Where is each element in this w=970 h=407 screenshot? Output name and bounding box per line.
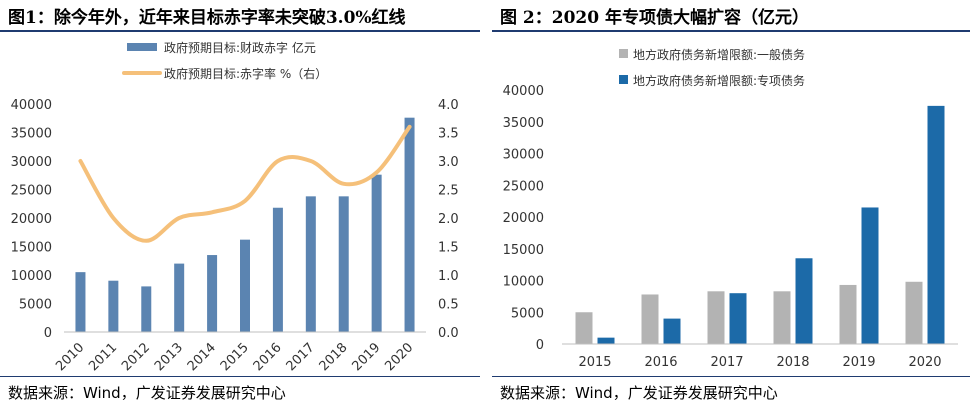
left-y-tick-label: 30000: [11, 155, 52, 170]
right-y-tick-label: 0.0: [438, 326, 459, 341]
legend-swatch-special-debt: [619, 75, 628, 84]
general-debt-bar: [707, 291, 725, 344]
right-chart-source: 数据来源：Wind，广发证券发展研究中心: [500, 384, 778, 402]
deficit-bar: [371, 174, 382, 332]
deficit-bar: [240, 239, 250, 332]
special-debt-bar: [795, 258, 813, 344]
deficit-bar: [75, 272, 86, 332]
x-tick-label: 2012: [119, 340, 153, 374]
left-y-tick-label: 10000: [11, 269, 52, 284]
y-tick-label: 15000: [503, 243, 544, 258]
x-tick-label: 2018: [776, 355, 809, 370]
right-y-tick-label: 1.5: [438, 241, 459, 256]
x-tick-label: 2015: [578, 355, 611, 370]
x-tick-label: 2016: [644, 355, 677, 370]
deficit-bar: [404, 117, 415, 333]
general-debt-bar: [575, 312, 593, 344]
right-y-tick-label: 3.5: [438, 127, 459, 142]
right-y-tick-label: 0.5: [438, 298, 459, 313]
right-y-tick-label: 4.0: [438, 98, 459, 113]
general-debt-bar: [905, 281, 923, 344]
x-tick-label: 2017: [710, 355, 743, 370]
left-y-tick-label: 0: [44, 326, 52, 341]
left-y-tick-label: 40000: [11, 98, 52, 113]
right-y-tick-label: 3.0: [438, 155, 459, 170]
deficit-bar: [141, 286, 152, 332]
left-source-divider: [0, 376, 480, 377]
right-chart-panel: 图 2：2020 年专项债大幅扩容（亿元） 地方政府债务新增限额:一般债务 地方政…: [492, 0, 970, 407]
special-debt-bar: [729, 293, 747, 344]
x-tick-label: 2019: [842, 355, 875, 370]
legend-label-deficit: 政府预期目标:财政赤字 亿元: [164, 40, 316, 55]
legend-swatch-general-debt: [619, 49, 628, 58]
y-tick-label: 0: [536, 338, 544, 353]
deficit-bar: [272, 207, 283, 332]
y-tick-label: 35000: [503, 116, 544, 131]
x-tick-label: 2013: [152, 340, 186, 374]
right-source-divider: [492, 376, 970, 377]
x-tick-label: 2014: [185, 340, 219, 374]
x-tick-label: 2015: [218, 340, 252, 374]
deficit-bar: [108, 280, 119, 332]
special-debt-bar: [663, 318, 681, 344]
right-title-divider: [492, 30, 970, 32]
legend-label-deficit-ratio: 政府预期目标:赤字率 %（右）: [164, 66, 327, 81]
deficit-bar: [338, 196, 349, 332]
general-debt-bar: [839, 284, 857, 344]
right-y-tick-label: 2.5: [438, 184, 459, 199]
special-debt-bar: [927, 105, 945, 344]
left-y-tick-label: 35000: [11, 127, 52, 142]
deficit-bar: [207, 255, 218, 332]
x-tick-label: 2019: [349, 340, 383, 374]
x-tick-label: 2010: [53, 340, 87, 374]
left-chart-source: 数据来源：Wind，广发证券发展研究中心: [8, 384, 286, 402]
legend-label-general-debt: 地方政府债务新增限额:一般债务: [633, 47, 805, 62]
y-tick-label: 40000: [503, 84, 544, 99]
right-y-tick-label: 1.0: [438, 269, 459, 284]
x-tick-label: 2017: [284, 340, 318, 374]
x-tick-label: 2016: [251, 340, 285, 374]
left-y-tick-label: 15000: [11, 241, 52, 256]
special-debt-bar: [597, 337, 615, 344]
legend-swatch-deficit: [127, 43, 157, 51]
x-tick-label: 2020: [382, 340, 416, 374]
y-tick-label: 20000: [503, 211, 544, 226]
deficit-bar: [305, 196, 316, 332]
deficit-bar: [174, 263, 185, 332]
x-tick-label: 2011: [86, 340, 120, 374]
special-debt-bar: [861, 207, 879, 344]
right-chart-title: 图 2：2020 年专项债大幅扩容（亿元）: [500, 8, 809, 28]
y-tick-label: 5000: [511, 306, 544, 321]
left-title-divider: [0, 30, 480, 32]
legend-label-special-debt: 地方政府债务新增限额:专项债务: [633, 73, 805, 88]
y-tick-label: 25000: [503, 179, 544, 194]
left-y-tick-label: 20000: [11, 212, 52, 227]
left-chart-panel: 图1：除今年外，近年来目标赤字率未突破3.0%红线 政府预期目标:财政赤字 亿元…: [0, 0, 480, 407]
general-debt-bar: [641, 294, 659, 344]
y-tick-label: 30000: [503, 148, 544, 163]
left-chart-title: 图1：除今年外，近年来目标赤字率未突破3.0%红线: [8, 8, 406, 28]
x-tick-label: 2018: [317, 340, 351, 374]
x-tick-label: 2020: [908, 355, 941, 370]
left-y-tick-label: 25000: [11, 184, 52, 199]
y-tick-label: 10000: [503, 275, 544, 290]
right-y-tick-label: 2.0: [438, 212, 459, 227]
deficit-ratio-line: [78, 124, 412, 243]
left-y-tick-label: 5000: [19, 298, 52, 313]
general-debt-bar: [773, 291, 791, 344]
